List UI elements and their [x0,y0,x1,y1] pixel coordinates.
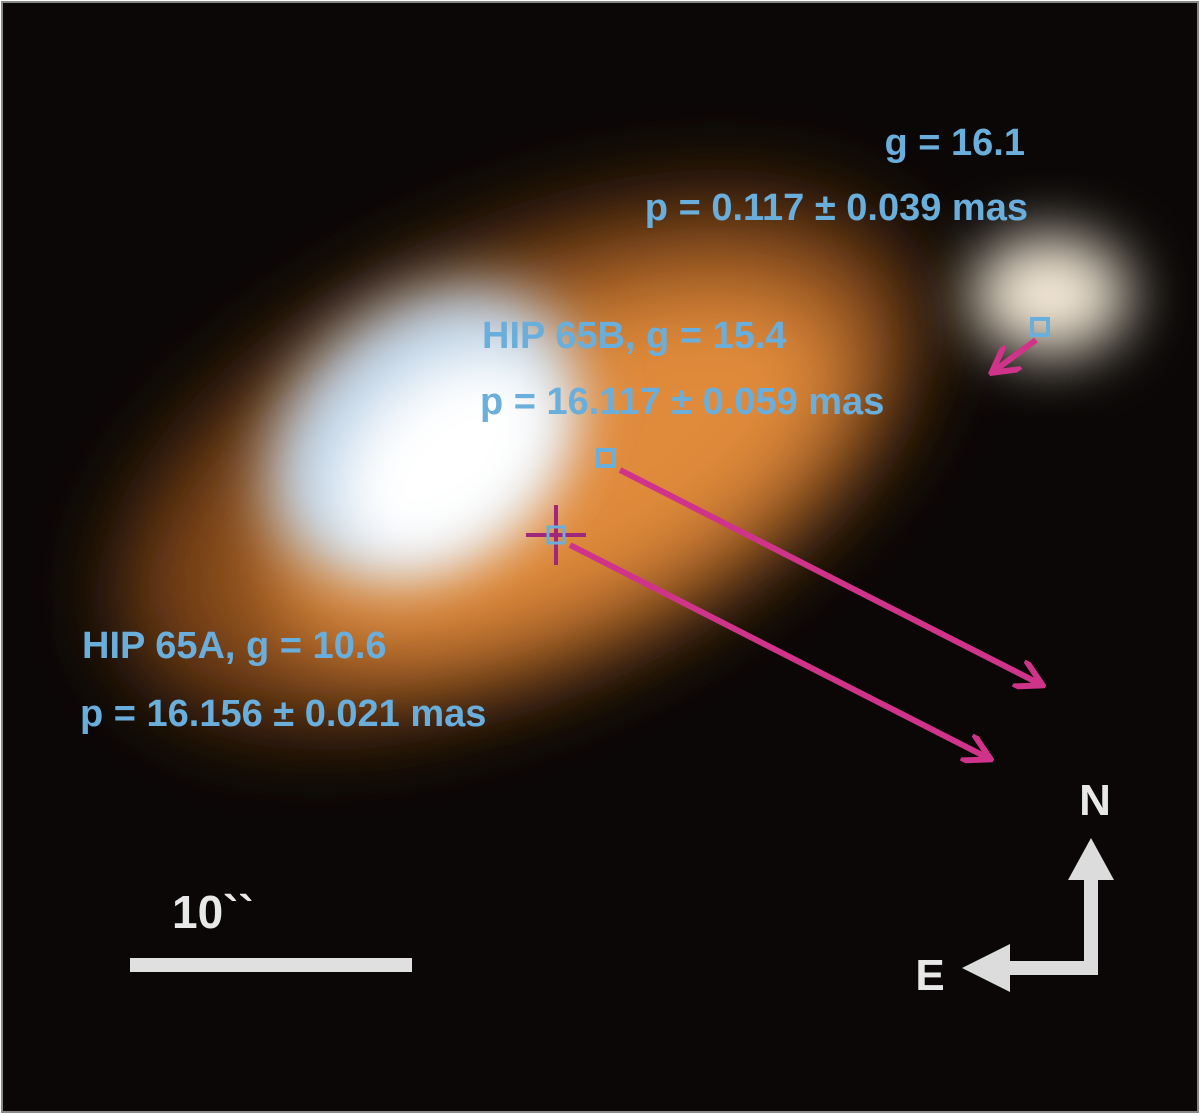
label: HIP 65A, g = 10.6 [82,625,387,667]
scale-label: 10`` [172,886,254,938]
label: HIP 65B, g = 15.4 [482,315,787,357]
compass-north: N [1079,776,1111,825]
glow [120,196,1130,724]
compass [962,838,1114,992]
crosshair [526,505,586,565]
star-marker [1030,317,1050,337]
label: p = 0.117 ± 0.039 mas [645,187,1028,229]
label: p = 16.156 ± 0.021 mas [80,693,486,735]
motion-arrows [568,337,1040,758]
label: p = 16.117 ± 0.059 mas [480,381,884,423]
label: g = 16.1 [885,122,1025,164]
star-marker [546,525,566,545]
star-marker [596,448,616,468]
compass-east: E [915,951,944,1000]
markers [526,317,1050,565]
